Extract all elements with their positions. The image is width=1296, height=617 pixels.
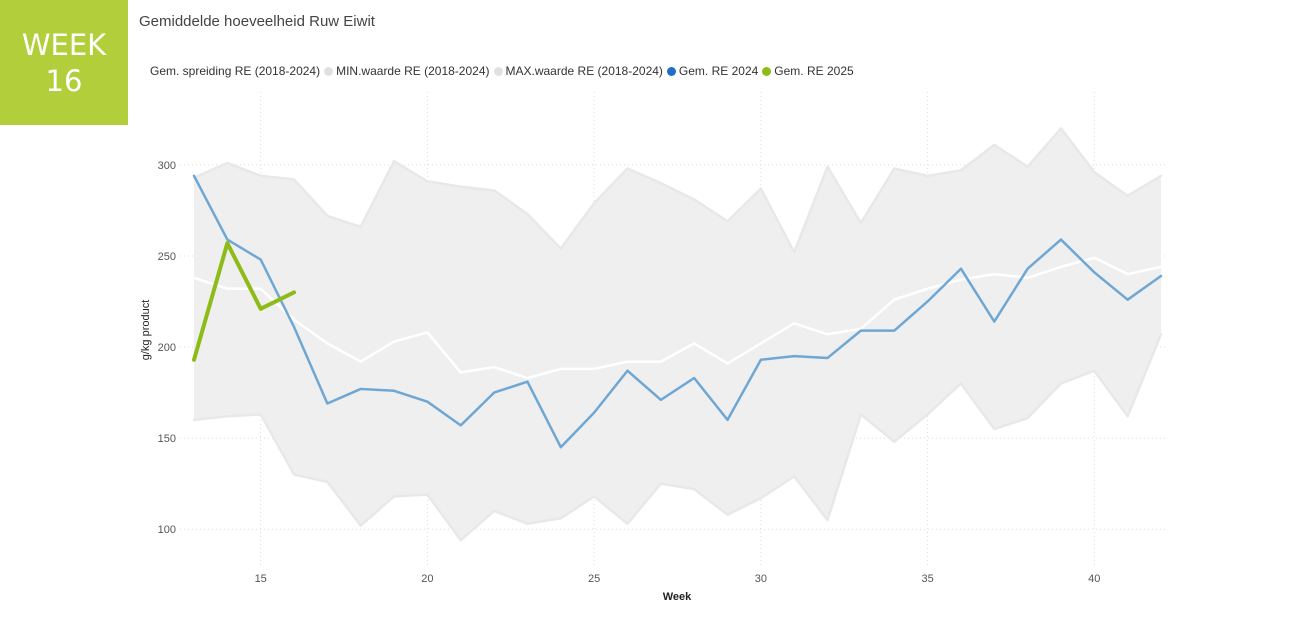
series-line-gem-spreiding (192, 256, 1163, 380)
chart-title: Gemiddelde hoeveelheid Ruw Eiwit (139, 13, 375, 30)
y-tick-label: 250 (158, 251, 176, 263)
legend-item-max-waarde[interactable]: MAX.waarde RE (2018-2024) (493, 64, 663, 78)
legend-item-gem-spreiding[interactable]: Gem. spreiding RE (2018-2024) (150, 64, 320, 78)
legend-label: Gem. RE 2024 (678, 64, 759, 78)
legend-item-min-waarde[interactable]: MIN.waarde RE (2018-2024) (324, 64, 490, 78)
x-tick-label: 30 (755, 573, 767, 585)
week-badge-label: WEEK (21, 27, 107, 62)
y-tick-label: 200 (158, 342, 176, 354)
legend-item-gem-re-2025[interactable]: Gem. RE 2025 (762, 64, 854, 78)
series-line-max-waarde (192, 127, 1163, 254)
legend-swatch-icon (762, 66, 772, 76)
x-tick-label: 35 (921, 573, 933, 585)
legend-label: Gem. spreiding RE (2018-2024) (150, 64, 321, 78)
week-badge: WEEK 16 (0, 0, 128, 125)
x-tick-label: 20 (421, 573, 433, 585)
legend-label: MIN.waarde RE (2018-2024) (336, 64, 490, 78)
y-axis-title: g/kg product (140, 300, 152, 361)
y-tick-label: 300 (158, 160, 176, 172)
x-tick-label: 40 (1088, 573, 1100, 585)
x-tick-label: 25 (588, 573, 600, 585)
week-badge-number: 16 (45, 63, 83, 98)
x-axis-title: Week (663, 591, 692, 603)
legend-swatch-icon (493, 66, 503, 76)
legend-label: MAX.waarde RE (2018-2024) (505, 64, 663, 78)
spread-band-area (194, 128, 1161, 541)
chart-legend: Gem. spreiding RE (2018-2024) MIN.waarde… (150, 64, 858, 78)
legend-swatch-icon (324, 66, 334, 76)
y-tick-label: 100 (158, 524, 176, 536)
y-tick-label: 150 (158, 433, 176, 445)
series-line-gem-re-2024 (192, 174, 1163, 449)
series-line-min-waarde (192, 333, 1163, 542)
x-tick-label: 15 (255, 573, 267, 585)
legend-swatch-icon (666, 66, 676, 76)
legend-label: Gem. RE 2025 (774, 64, 854, 78)
legend-item-gem-re-2024[interactable]: Gem. RE 2024 (666, 64, 759, 78)
series-line-gem-re-2025 (192, 241, 297, 362)
